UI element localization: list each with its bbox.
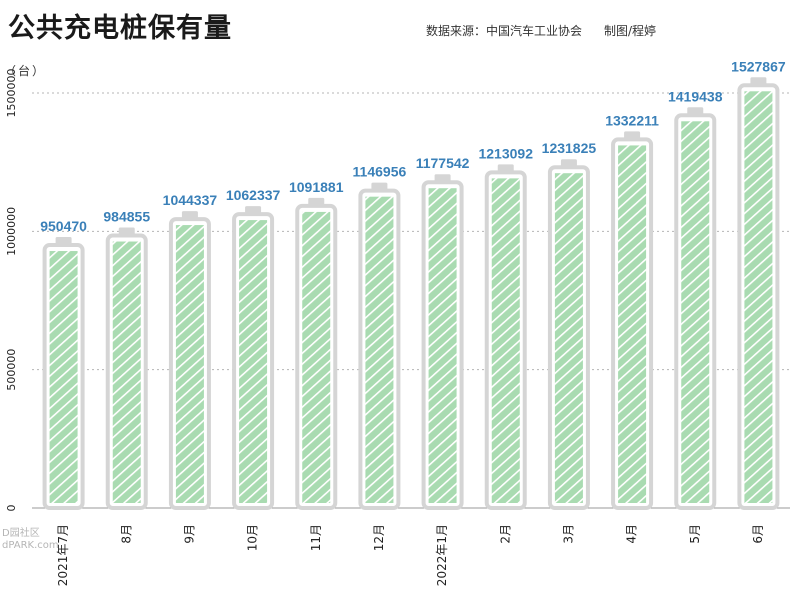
bar bbox=[175, 225, 204, 503]
bar-group: 1177542 2022年1月 bbox=[416, 155, 470, 586]
data-label: 1062337 bbox=[226, 187, 281, 203]
author-credit: 制图/程婷 bbox=[604, 24, 657, 38]
bar-group: 1527867 6月 bbox=[731, 58, 786, 543]
x-tick-label: 3月 bbox=[561, 524, 575, 544]
data-label: 1231825 bbox=[542, 140, 597, 156]
bar bbox=[428, 188, 457, 503]
bar bbox=[239, 220, 268, 503]
bar bbox=[554, 173, 583, 504]
bar-group: 1091881 11月 bbox=[289, 179, 344, 551]
watermark-line: D园社区 bbox=[2, 528, 40, 539]
source-note: 数据来源：中国汽车工业协会 制图/程婷 bbox=[426, 22, 656, 39]
battery-cap bbox=[750, 77, 767, 86]
bar-group: 1332211 4月 bbox=[605, 112, 659, 543]
x-tick-label: 2月 bbox=[498, 524, 512, 544]
bar-group: 1146956 12月 bbox=[353, 164, 407, 552]
watermark: D园社区 dPARK.com bbox=[2, 528, 59, 552]
battery-cap bbox=[371, 182, 388, 191]
y-tick-label: 0 bbox=[5, 505, 18, 512]
bar-group: 1062337 10月 bbox=[226, 187, 281, 551]
battery-cap bbox=[560, 159, 577, 168]
x-tick-label: 5月 bbox=[688, 524, 702, 544]
bar bbox=[618, 145, 647, 503]
data-label: 984855 bbox=[103, 209, 150, 225]
x-tick-label: 8月 bbox=[119, 524, 133, 544]
x-tick-label: 2022年1月 bbox=[435, 524, 449, 586]
watermark-line: dPARK.com bbox=[2, 540, 59, 551]
battery-cap bbox=[687, 107, 704, 116]
data-label: 1419438 bbox=[668, 88, 723, 104]
x-tick-label: 9月 bbox=[182, 524, 196, 544]
data-label: 1044337 bbox=[163, 192, 218, 208]
bar bbox=[491, 178, 520, 504]
y-tick-label: 500000 bbox=[5, 349, 18, 391]
x-tick-label: 10月 bbox=[246, 524, 260, 551]
bar-group: 984855 8月 bbox=[103, 209, 150, 544]
data-label: 950470 bbox=[40, 218, 87, 234]
battery-cap bbox=[55, 237, 72, 246]
bar bbox=[302, 211, 331, 504]
y-tick-label: 1500000 bbox=[5, 69, 18, 118]
x-tick-label: 4月 bbox=[625, 524, 639, 544]
bar bbox=[365, 196, 394, 503]
y-unit-label: （台） bbox=[4, 64, 47, 78]
x-tick-label: 2021年7月 bbox=[56, 524, 70, 586]
chart-title: 公共充电桩保有量 bbox=[8, 13, 232, 44]
y-tick-label: 1000000 bbox=[5, 207, 18, 256]
battery-cap bbox=[118, 227, 135, 236]
data-label: 1146956 bbox=[353, 164, 407, 180]
bar bbox=[112, 241, 141, 504]
x-tick-label: 11月 bbox=[309, 524, 323, 551]
bar bbox=[744, 91, 773, 503]
data-source: 数据来源：中国汽车工业协会 bbox=[426, 24, 583, 38]
battery-cap bbox=[624, 131, 641, 140]
bar bbox=[681, 121, 710, 503]
bar bbox=[49, 251, 78, 503]
x-tick-label: 12月 bbox=[372, 524, 386, 551]
bar-group: 1044337 9月 bbox=[163, 192, 218, 544]
bar-group: 1213092 2月 bbox=[478, 145, 533, 543]
data-label: 1213092 bbox=[478, 145, 533, 161]
bar-group: 1419438 5月 bbox=[668, 88, 723, 543]
x-tick-label: 6月 bbox=[751, 524, 765, 544]
data-label: 1527867 bbox=[731, 58, 786, 74]
bar-group: 1231825 3月 bbox=[542, 140, 597, 543]
battery-cap bbox=[181, 211, 198, 220]
battery-cap bbox=[308, 197, 325, 206]
bar-group: 950470 2021年7月 bbox=[40, 218, 87, 586]
battery-cap bbox=[497, 164, 514, 173]
battery-cap bbox=[245, 206, 262, 215]
battery-cap bbox=[434, 174, 451, 183]
data-label: 1091881 bbox=[289, 179, 344, 195]
data-label: 1332211 bbox=[605, 112, 659, 128]
data-label: 1177542 bbox=[416, 155, 470, 171]
